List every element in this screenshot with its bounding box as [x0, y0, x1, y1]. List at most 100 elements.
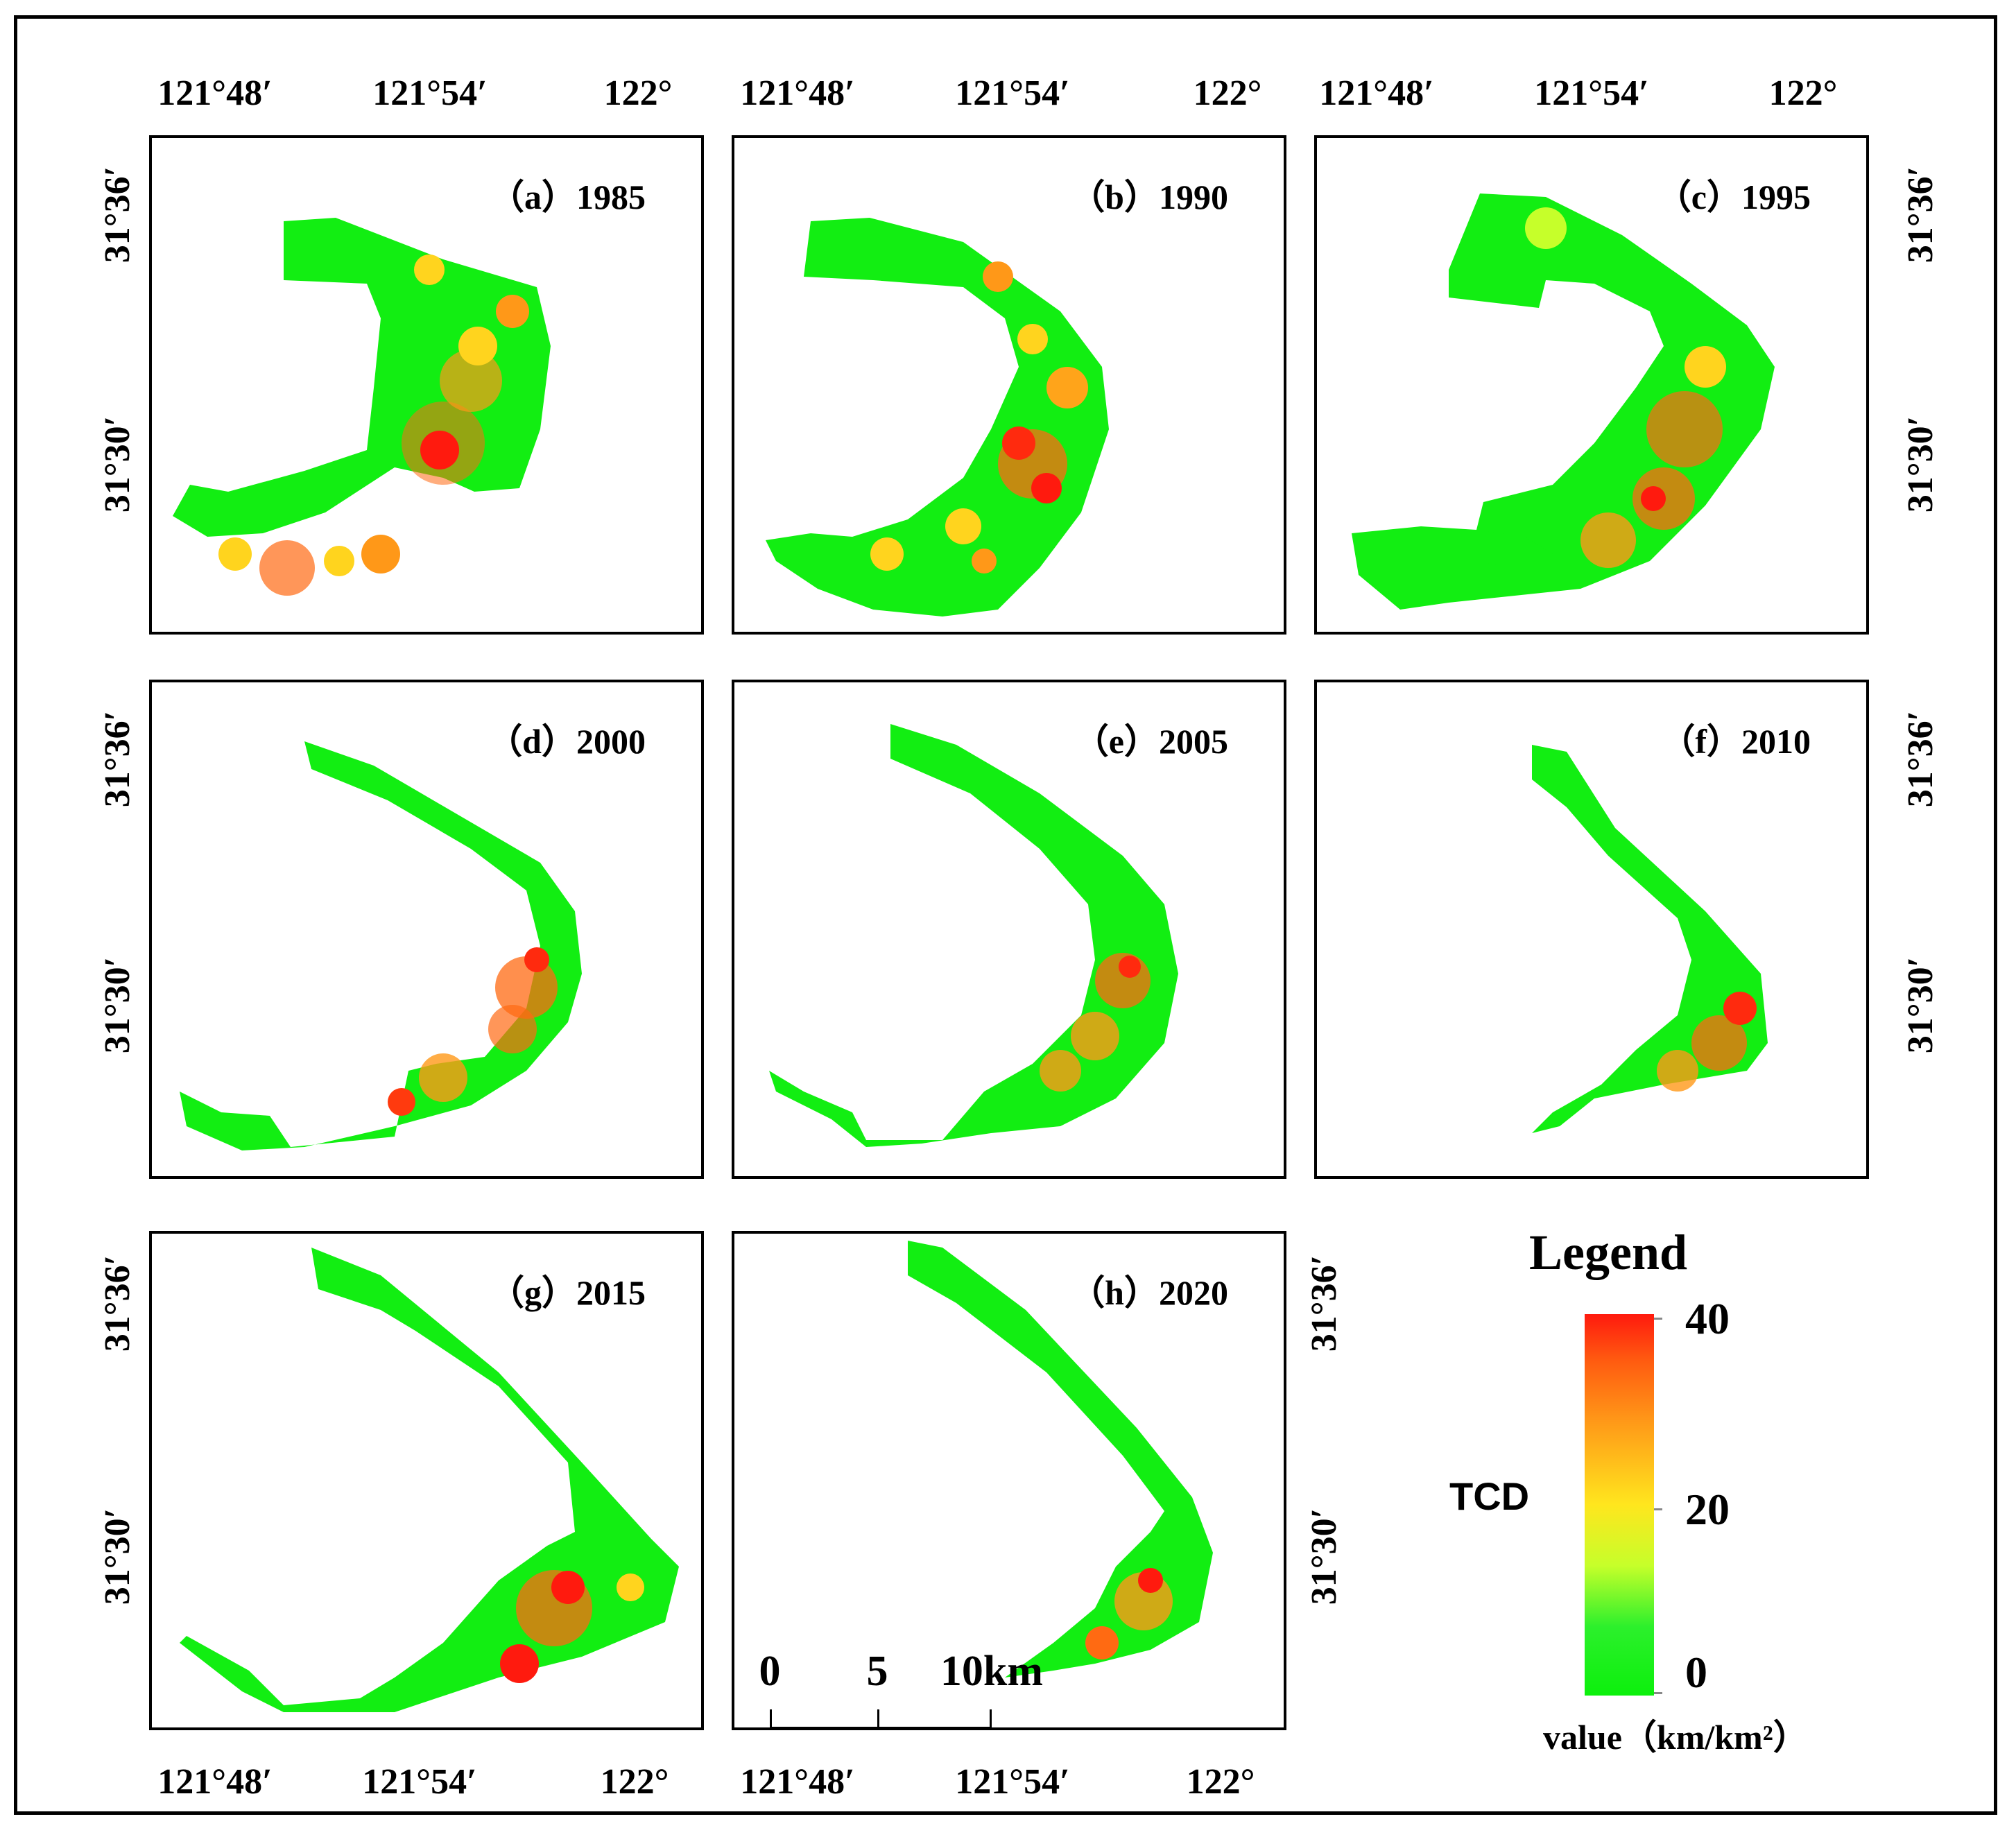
lon-label-a-1: 121°48′ [157, 74, 273, 113]
panel-title-2015: （g）2015 [490, 1273, 646, 1312]
hotspot-1995-6 [1525, 207, 1567, 249]
panel-title-1995: （c）1995 [1656, 178, 1811, 216]
lat-label-d-2: 31°30′ [98, 956, 138, 1054]
map-panel-2010: （f）2010 [1314, 680, 1869, 1179]
hotspot-2000-5 [524, 947, 549, 972]
hotspot-2015-4 [617, 1573, 644, 1601]
map-panel-1995: （c）1995 [1314, 135, 1869, 635]
density-map-2015 [180, 1248, 679, 1712]
hotspot-2005-3 [1040, 1050, 1081, 1092]
lon-label-g-2: 121°54′ [362, 1762, 477, 1802]
figure-frame [14, 15, 1997, 1815]
lat-label-f-1: 31°36′ [1901, 710, 1941, 808]
hotspot-1985-5 [414, 255, 445, 285]
hotspot-2000-4 [388, 1088, 415, 1116]
hotspot-1985-10 [324, 546, 354, 576]
map-panel-1990: （b）1990 [732, 135, 1286, 635]
scale-label-0: 0 [759, 1648, 781, 1695]
hotspot-2010-1 [1691, 1015, 1747, 1071]
legend-tick-mid [1654, 1508, 1662, 1510]
channel-gap-1985 [419, 485, 478, 519]
lat-label-h-2: 31°30′ [1304, 1508, 1345, 1605]
hotspot-2015-3 [500, 1644, 539, 1683]
region-2010 [1532, 745, 1768, 1133]
lon-label-h-2: 121°54′ [955, 1762, 1070, 1802]
panel-title-2010: （f）2010 [1660, 722, 1811, 761]
lat-label-a-2: 31°30′ [98, 415, 138, 513]
lat-label-h-1: 31°36′ [1304, 1254, 1345, 1352]
lon-label-b-3: 122° [1193, 74, 1262, 113]
scale-line [770, 1727, 992, 1729]
lat-label-c-2: 31°30′ [1901, 415, 1941, 513]
legend-title: Legend [1529, 1225, 1688, 1280]
lon-label-g-3: 122° [600, 1762, 669, 1802]
lat-label-f-2: 31°30′ [1901, 956, 1941, 1054]
map-panel-2015: （g）2015 [149, 1231, 704, 1730]
map-panel-2020: （h）2020 [732, 1231, 1286, 1730]
region-1990 [766, 218, 1109, 616]
hotspot-1985-9 [361, 535, 400, 574]
region-2005 [769, 724, 1178, 1147]
scale-label-10km: 10km [940, 1648, 1044, 1695]
hotspot-2005-2 [1071, 1012, 1119, 1060]
legend-tick-min [1654, 1692, 1662, 1694]
hotspot-1985-7 [259, 540, 315, 596]
hotspot-1995-1 [1646, 391, 1723, 467]
hotspot-2015-2 [551, 1571, 585, 1604]
region-1995-part [1476, 530, 1580, 582]
density-map-2005 [769, 724, 1178, 1147]
hotspot-1985-8 [218, 537, 252, 571]
hotspot-1985-3 [440, 350, 502, 412]
hotspot-2005-4 [1119, 956, 1141, 978]
density-map-1985 [173, 218, 551, 596]
lon-label-c-3: 122° [1768, 74, 1838, 113]
lon-label-h-1: 121°48′ [740, 1762, 855, 1802]
density-map-2020 [908, 1241, 1213, 1678]
region-2020 [908, 1241, 1213, 1678]
density-map-2000 [180, 741, 582, 1150]
legend-variable: TCD [1449, 1474, 1530, 1518]
region-2015 [180, 1248, 679, 1712]
lat-label-a-1: 31°36′ [98, 166, 138, 264]
region-2000 [180, 741, 582, 1150]
hotspot-1990-2 [1031, 473, 1062, 503]
panel-title-1990: （b）1990 [1070, 178, 1228, 216]
lat-label-d-1: 31°36′ [98, 710, 138, 808]
hotspot-1990-4 [1046, 367, 1088, 408]
hotspot-1990-3 [1002, 426, 1035, 460]
hotspot-1995-4 [1580, 512, 1636, 568]
hotspot-1990-6 [1017, 324, 1048, 354]
region-1995 [1352, 193, 1775, 610]
density-map-1995 [1352, 193, 1775, 610]
map-panel-1985: （a）1985 [149, 135, 704, 635]
panel-title-2000: （d）2000 [488, 722, 646, 761]
hotspot-2020-2 [1138, 1568, 1163, 1593]
hotspot-2010-3 [1657, 1050, 1698, 1092]
legend-color-ramp [1585, 1314, 1654, 1696]
scale-tick-0 [770, 1709, 772, 1729]
legend-unit: value（km/km²） [1543, 1718, 1808, 1757]
hotspot-2000-1 [495, 956, 558, 1019]
lon-label-a-3: 122° [603, 74, 673, 113]
legend-tick-max [1654, 1318, 1662, 1320]
legend-max-value: 40 [1685, 1294, 1730, 1343]
lon-label-h-3: 122° [1186, 1762, 1255, 1802]
lon-label-b-2: 121°54′ [955, 74, 1070, 113]
lon-label-c-2: 121°54′ [1534, 74, 1649, 113]
density-map-1990 [766, 218, 1109, 616]
legend-mid-value: 20 [1685, 1485, 1730, 1534]
hotspot-1990-7 [870, 537, 904, 571]
legend-min-value: 0 [1685, 1648, 1707, 1697]
hotspot-1990-5 [983, 261, 1013, 292]
hotspot-1995-5 [1685, 346, 1726, 388]
scale-tick-5 [877, 1709, 879, 1729]
scale-label-5: 5 [866, 1648, 888, 1695]
map-panel-2005: （e）2005 [732, 680, 1286, 1179]
scale-bar: 0 5 10km [721, 1647, 1068, 1737]
lon-label-b-1: 121°48′ [740, 74, 855, 113]
lat-label-g-2: 31°30′ [98, 1508, 138, 1605]
hotspot-2010-2 [1723, 992, 1757, 1025]
hotspot-2000-3 [419, 1053, 467, 1102]
hotspot-2020-3 [1085, 1626, 1119, 1659]
lon-label-c-1: 121°48′ [1319, 74, 1434, 113]
